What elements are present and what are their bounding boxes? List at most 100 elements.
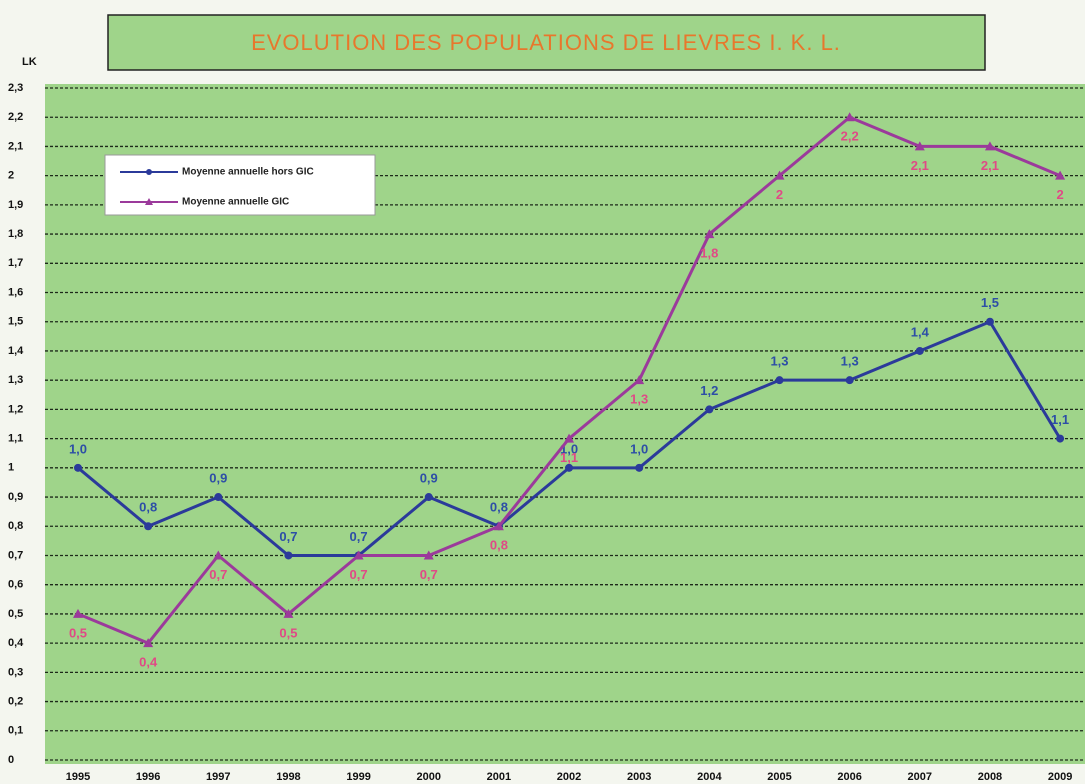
data-label: 0,8 [490, 538, 508, 553]
x-tick-label: 2004 [697, 771, 722, 783]
point [775, 376, 784, 385]
data-label: 0,8 [139, 500, 157, 515]
x-tick-label: 2003 [627, 771, 651, 783]
data-label: 2,2 [841, 129, 859, 144]
x-tick-label: 1997 [206, 771, 230, 783]
y-tick-label: 0,7 [8, 549, 23, 561]
y-tick-label: 0,8 [8, 520, 23, 532]
data-label: 0,7 [279, 529, 297, 544]
data-label: 0,7 [350, 529, 368, 544]
marks: 1,00,80,90,7 0,70,90,81,0 1,01,21,3 1,31,41… [69, 112, 1069, 670]
data-label: 2 [776, 187, 783, 202]
point [704, 229, 715, 239]
data-label: 1,0 [630, 441, 648, 456]
data-label: 0,5 [279, 625, 297, 640]
point [284, 551, 293, 560]
y-tick-label: 0,3 [8, 666, 23, 678]
y-tick-label: 1,1 [8, 433, 23, 445]
x-tick-label: 2008 [978, 771, 1002, 783]
data-label: 0,4 [139, 655, 158, 670]
y-tick-label: 0,9 [8, 491, 23, 503]
x-tick-label: 1995 [66, 771, 90, 783]
point [144, 522, 153, 531]
data-label: 1,0 [69, 441, 87, 456]
legend-label: Moyenne annuelle hors GIC [182, 167, 314, 178]
point [985, 317, 994, 326]
data-label: 1,8 [700, 246, 718, 261]
grid [45, 87, 1085, 761]
point [1055, 170, 1066, 180]
x-tick-label: 2001 [487, 771, 511, 783]
data-label: 0,7 [420, 567, 438, 582]
legend-marker [146, 169, 152, 175]
point [1056, 434, 1065, 443]
y-axis-label: LK [22, 56, 37, 68]
title-box [107, 14, 986, 71]
point [74, 463, 82, 472]
data-label: 2 [1056, 187, 1063, 202]
data-label: 0,9 [420, 470, 438, 485]
y-tick-label: 1,8 [8, 228, 23, 240]
point [424, 493, 433, 502]
data-label: 1,4 [911, 324, 930, 339]
point [143, 638, 154, 648]
point [423, 550, 434, 560]
point [565, 463, 574, 472]
y-tick-label: 1,4 [8, 345, 24, 357]
y-tick-label: 0,5 [8, 608, 23, 620]
x-tick-label: 2005 [767, 771, 791, 783]
point [493, 521, 504, 531]
x-tick-label: 1999 [346, 771, 370, 783]
data-label: 1,1 [560, 450, 578, 465]
point [705, 405, 714, 414]
x-tick-label: 1996 [136, 771, 160, 783]
y-tick-label: 2 [8, 170, 14, 182]
x-tick-label: 2009 [1048, 771, 1072, 783]
y-tick-label: 1,9 [8, 199, 23, 211]
chart-title: EVOLUTION DES POPULATIONS DE LIEVRES I. … [251, 30, 841, 55]
y-tick-label: 0,1 [8, 725, 23, 737]
data-label: 1,3 [630, 392, 648, 407]
point [914, 141, 925, 151]
point [845, 376, 854, 385]
y-tick-label: 1,3 [8, 374, 23, 386]
data-label: 2,1 [911, 158, 929, 173]
data-label: 1,3 [770, 354, 788, 369]
data-label: 0,5 [69, 625, 87, 640]
data-label: 1,3 [841, 354, 859, 369]
data-label: 2,1 [981, 158, 999, 173]
point [635, 463, 644, 472]
x-tick-label: 2000 [417, 771, 441, 783]
point [214, 493, 223, 502]
y-tick-label: 0,4 [8, 637, 24, 649]
y-tick-label: 1,5 [8, 316, 23, 328]
data-label: 0,7 [350, 567, 368, 582]
point [564, 433, 575, 443]
y-tick-label: 0 [8, 754, 14, 766]
y-tick-label: 0,2 [8, 695, 23, 707]
y-tick-label: 0,6 [8, 579, 23, 591]
y-tick-label: 1,6 [8, 286, 23, 298]
y-tick-label: 1 [8, 462, 14, 474]
point [73, 608, 83, 618]
data-label: 1,1 [1051, 412, 1069, 427]
y-tick-label: 2,3 [8, 82, 23, 94]
point [353, 550, 364, 560]
x-tick-label: 2007 [908, 771, 932, 783]
data-label: 0,8 [490, 500, 508, 515]
point [213, 550, 224, 560]
x-tick-label: 1998 [276, 771, 300, 783]
y-tick-label: 2,2 [8, 111, 23, 123]
point [844, 112, 855, 122]
point [915, 346, 924, 355]
data-label: 1,2 [700, 383, 718, 398]
data-label: 1,5 [981, 295, 999, 310]
data-label: 0,9 [209, 470, 227, 485]
legend-marker [145, 198, 153, 205]
data-label: 0,7 [209, 567, 227, 582]
point [774, 170, 785, 180]
point [984, 141, 995, 151]
y-tick-label: 1,7 [8, 257, 23, 269]
y-tick-label: 2,1 [8, 140, 23, 152]
